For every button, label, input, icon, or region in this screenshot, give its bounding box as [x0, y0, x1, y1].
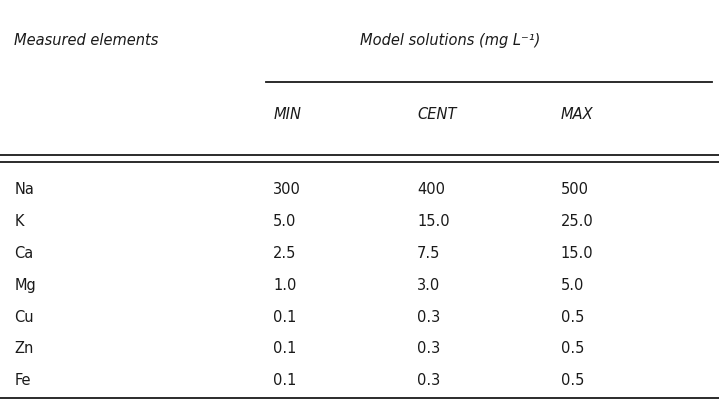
Text: Na: Na [14, 182, 35, 197]
Text: 0.5: 0.5 [561, 341, 585, 356]
Text: 0.3: 0.3 [417, 310, 440, 324]
Text: 3.0: 3.0 [417, 278, 440, 293]
Text: MAX: MAX [561, 107, 593, 122]
Text: 500: 500 [561, 182, 589, 197]
Text: 400: 400 [417, 182, 445, 197]
Text: Cu: Cu [14, 310, 34, 324]
Text: 5.0: 5.0 [561, 278, 585, 293]
Text: Model solutions (mg L⁻¹): Model solutions (mg L⁻¹) [360, 33, 540, 48]
Text: MIN: MIN [273, 107, 301, 122]
Text: 25.0: 25.0 [561, 214, 594, 229]
Text: Measured elements: Measured elements [14, 33, 159, 48]
Text: Mg: Mg [14, 278, 36, 293]
Text: 0.5: 0.5 [561, 373, 585, 388]
Text: 0.1: 0.1 [273, 341, 297, 356]
Text: 0.5: 0.5 [561, 310, 585, 324]
Text: 0.1: 0.1 [273, 373, 297, 388]
Text: 0.3: 0.3 [417, 341, 440, 356]
Text: 15.0: 15.0 [417, 214, 449, 229]
Text: 0.1: 0.1 [273, 310, 297, 324]
Text: CENT: CENT [417, 107, 457, 122]
Text: K: K [14, 214, 24, 229]
Text: 2.5: 2.5 [273, 246, 297, 261]
Text: 15.0: 15.0 [561, 246, 593, 261]
Text: 1.0: 1.0 [273, 278, 297, 293]
Text: Ca: Ca [14, 246, 34, 261]
Text: 300: 300 [273, 182, 301, 197]
Text: 7.5: 7.5 [417, 246, 441, 261]
Text: Fe: Fe [14, 373, 31, 388]
Text: Zn: Zn [14, 341, 34, 356]
Text: 0.3: 0.3 [417, 373, 440, 388]
Text: 5.0: 5.0 [273, 214, 297, 229]
